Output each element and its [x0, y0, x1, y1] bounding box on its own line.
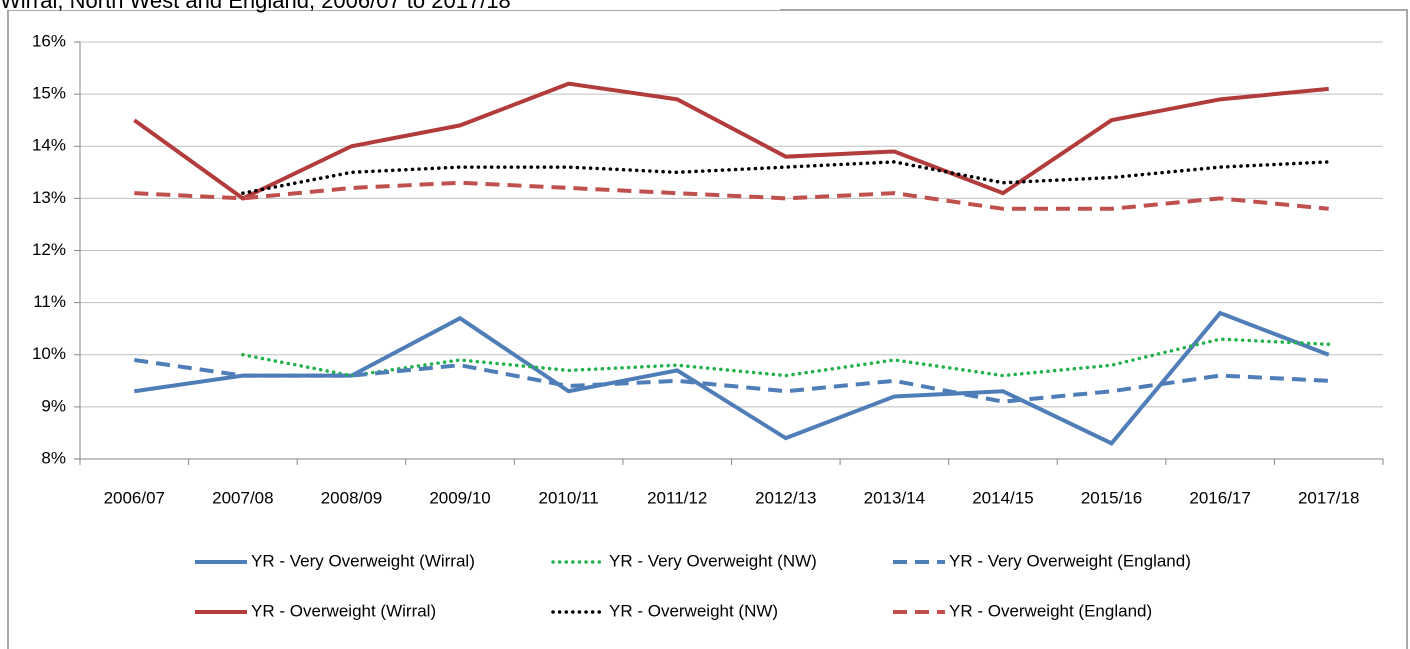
- series-line: [241, 160, 1331, 195]
- y-tick-label: 8%: [41, 448, 66, 467]
- x-tick-label: 2014/15: [972, 488, 1033, 507]
- x-tick-label: 2007/08: [212, 488, 273, 507]
- title-background: [0, 0, 780, 10]
- y-tick-label: 12%: [32, 240, 66, 259]
- x-tick-label: 2006/07: [104, 488, 165, 507]
- x-tick-label: 2009/10: [429, 488, 490, 507]
- y-tick-label: 14%: [32, 136, 66, 155]
- x-tick-label: 2017/18: [1298, 488, 1359, 507]
- x-tick-label: 2008/09: [321, 488, 382, 507]
- legend-label: YR - Very Overweight (Wirral): [251, 551, 475, 570]
- x-tick-label: 2012/13: [755, 488, 816, 507]
- legend-label: YR - Overweight (Wirral): [251, 601, 436, 620]
- x-tick-label: 2010/11: [539, 488, 599, 507]
- legend-label: YR - Very Overweight (NW): [609, 551, 817, 570]
- x-tick-label: 2011/12: [647, 488, 707, 507]
- x-tick-label: 2015/16: [1081, 488, 1142, 507]
- series-line: [134, 357, 1329, 404]
- series-line: [133, 81, 1329, 201]
- series-line: [241, 337, 1331, 378]
- legend-label: YR - Overweight (NW): [609, 601, 778, 620]
- legend-label: YR - Overweight (England): [949, 601, 1152, 620]
- y-tick-label: 15%: [32, 84, 66, 103]
- y-tick-label: 16%: [32, 31, 66, 50]
- legend-label: YR - Very Overweight (England): [949, 551, 1191, 570]
- y-tick-label: 11%: [33, 292, 66, 311]
- y-tick-label: 9%: [41, 396, 66, 415]
- y-tick-label: 10%: [32, 344, 66, 363]
- y-tick-label: 13%: [32, 188, 66, 207]
- x-tick-label: 2013/14: [864, 488, 925, 507]
- chart-title: Wirral, North West and England, 2006/07 …: [0, 0, 511, 13]
- series-line: [134, 180, 1329, 211]
- x-tick-label: 2016/17: [1189, 488, 1250, 507]
